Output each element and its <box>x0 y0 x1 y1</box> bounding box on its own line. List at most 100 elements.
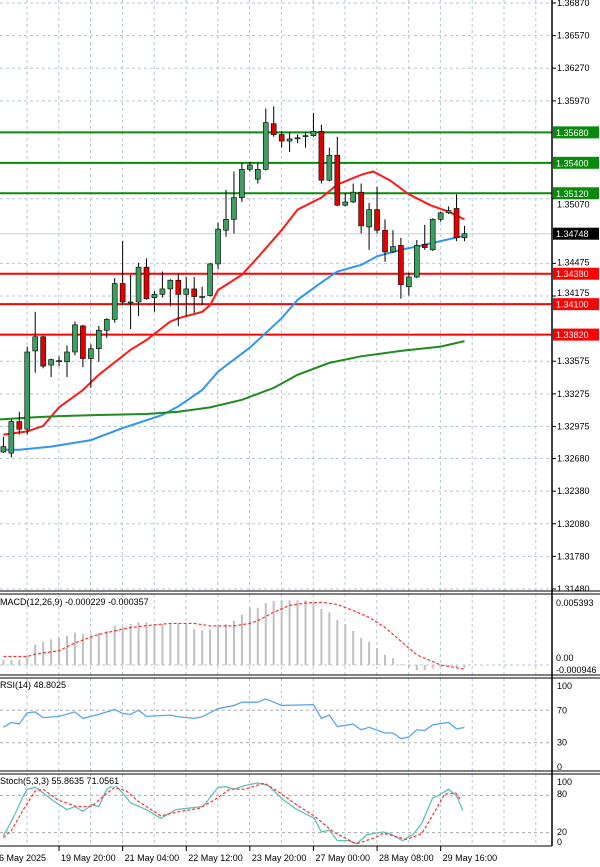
candle <box>64 345 70 377</box>
price-tick-label: 1.33275 <box>557 389 590 399</box>
candle-body-bear <box>143 266 150 300</box>
candle-body-bear <box>16 421 23 430</box>
candle-body-bear <box>453 208 460 239</box>
candle-body-bear <box>119 283 126 303</box>
candle-body-bull <box>310 130 317 136</box>
candle <box>207 262 213 297</box>
candle-body-bear <box>40 336 46 367</box>
price-tick-label: 1.36870 <box>557 0 590 8</box>
moving-average-ma_slow <box>0 340 465 421</box>
candle <box>270 106 277 137</box>
candle-body-bull <box>24 351 31 430</box>
macd-signal-line <box>3 601 465 670</box>
candle-body-bull <box>437 212 444 220</box>
candle-body-bull <box>350 191 357 203</box>
panel-gap <box>0 591 600 594</box>
candle <box>199 286 205 306</box>
candle <box>294 134 301 144</box>
time-axis-label: 29 May 16:00 <box>443 853 498 863</box>
candle-body-bull <box>231 197 237 220</box>
candle <box>413 240 420 279</box>
stoch-axis-label: 100 <box>557 777 572 787</box>
candle <box>461 225 468 242</box>
current-price-label: 1.34748 <box>556 229 589 239</box>
candle-body-bull <box>8 421 15 454</box>
candle <box>32 311 39 373</box>
candle-body-bull <box>429 219 436 251</box>
candle <box>382 219 388 262</box>
resistance-level-label: 1.35680 <box>556 128 589 138</box>
time-axis-label: 28 May 08:00 <box>379 853 434 863</box>
candle-body-bull <box>151 294 158 298</box>
candle-body-bull <box>207 263 213 296</box>
candle <box>390 230 396 254</box>
candle-body-bear <box>334 154 341 206</box>
candle-body-bull <box>390 246 396 253</box>
candle <box>135 262 142 317</box>
time-axis-label: 27 May 00:00 <box>315 853 370 863</box>
price-tick-label: 1.34175 <box>557 288 590 298</box>
candle-body-bull <box>199 296 205 298</box>
moving-average-ma_fast <box>3 170 465 436</box>
candle-body-bear <box>80 325 86 359</box>
candle-body-bear <box>318 130 325 181</box>
macd-axis-label: -0.000946 <box>556 665 597 675</box>
candle <box>406 272 412 296</box>
resistance-level-label-bg <box>553 156 599 169</box>
candle-body-bull <box>223 219 229 231</box>
candle <box>445 206 452 214</box>
candle-body-bull <box>326 154 333 181</box>
price-tick-label: 1.35970 <box>557 96 590 106</box>
candle-body-bear <box>278 134 285 142</box>
candle <box>111 278 118 323</box>
candle-body-bull <box>64 351 70 363</box>
candle <box>437 211 444 222</box>
candle <box>374 186 380 234</box>
stoch-main-line <box>2 782 464 845</box>
time-axis-label: 6 May 2025 <box>0 853 46 863</box>
current-price-label-bg <box>553 227 599 240</box>
candle-body-bull <box>262 122 269 170</box>
candle-body-bull <box>445 210 452 214</box>
support-level-label: 1.34380 <box>556 269 589 279</box>
candle <box>191 276 197 313</box>
candle <box>16 411 23 435</box>
candle <box>103 318 110 338</box>
candle-body-bull <box>294 137 301 140</box>
candle-body-bull <box>103 319 110 331</box>
candle <box>0 436 7 454</box>
rsi-axis-label: 100 <box>557 681 572 691</box>
stoch-axis-label: 80 <box>557 789 567 799</box>
candle-body-bull <box>255 169 261 180</box>
time-axis-label: 21 May 04:00 <box>125 853 180 863</box>
candle-body-bull <box>127 301 134 304</box>
candle <box>302 132 309 148</box>
candle-body-bull <box>302 135 309 137</box>
rsi-label: RSI(14) 48.8025 <box>0 680 67 690</box>
resistance-level-label: 1.35400 <box>556 158 589 168</box>
price-tick-label: 1.32380 <box>557 486 590 496</box>
candle <box>286 132 293 152</box>
candle-body-bull <box>342 201 349 206</box>
price-tick-label: 1.36270 <box>557 63 590 73</box>
price-tick-label: 1.33575 <box>557 356 590 366</box>
candle <box>334 136 341 207</box>
candle-body-bull <box>48 359 54 366</box>
candle <box>56 356 62 367</box>
stoch-signal-line <box>3 782 462 845</box>
candle <box>366 203 372 250</box>
candle <box>429 218 436 251</box>
resistance-level-label: 1.35120 <box>556 189 589 199</box>
resistance-level-label-bg <box>553 126 599 139</box>
candle-body-bull <box>406 276 412 288</box>
price-tick-label: 1.31480 <box>557 584 590 594</box>
candle <box>80 324 86 368</box>
candle <box>96 325 102 362</box>
candle-body-bull <box>215 228 221 265</box>
candle <box>310 112 317 137</box>
price-tick-label: 1.32975 <box>557 421 590 431</box>
candle <box>88 344 94 388</box>
candle-body-bear <box>382 229 388 253</box>
